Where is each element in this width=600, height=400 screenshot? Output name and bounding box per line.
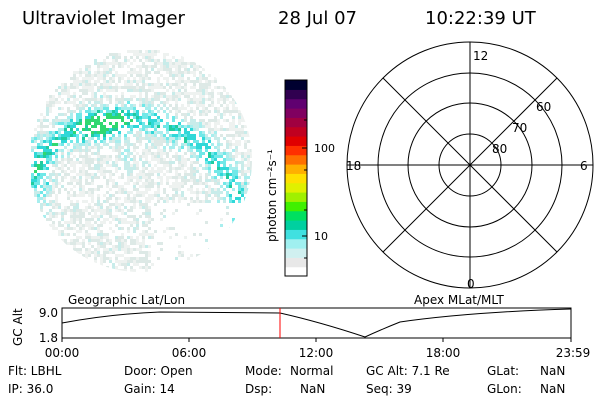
colorbar-cell xyxy=(285,210,307,221)
dsp-label: Dsp: xyxy=(245,382,273,396)
geo-coord-label: Geographic Lat/Lon xyxy=(68,293,185,307)
image-date: 28 Jul 07 xyxy=(278,8,357,29)
dsp-value: NaN xyxy=(300,382,326,396)
glon-value: NaN xyxy=(540,382,566,396)
mlt-label-12: 12 xyxy=(473,49,488,63)
x-tick-2359: 23:59 xyxy=(556,346,591,360)
colorbar-cell xyxy=(285,98,307,109)
uv-pixels xyxy=(31,50,252,272)
glat-label: GLat: xyxy=(487,364,520,378)
colorbar-cell xyxy=(285,257,307,268)
apex-coord-label: Apex MLat/MLT xyxy=(414,293,504,307)
polar-labels: 12 18 6 0 60 70 80 xyxy=(346,49,588,291)
colorbar-scale xyxy=(285,80,307,277)
colorbar-cell xyxy=(285,145,307,156)
colorbar-cell xyxy=(285,80,307,90)
colorbar-cell xyxy=(285,173,307,184)
x-tick-0000: 00:00 xyxy=(45,346,80,360)
colorbar-cell xyxy=(285,229,307,240)
door-status: Door: Open xyxy=(124,364,193,378)
x-tick-1800: 18:00 xyxy=(426,346,461,360)
gc-alt-value: GC Alt: 7.1 Re xyxy=(366,364,450,378)
mode-label: Mode: xyxy=(245,364,282,378)
uv-image xyxy=(30,50,252,272)
colorbar-cell xyxy=(285,117,307,128)
colorbar-cell xyxy=(285,201,307,212)
colorbar-cell xyxy=(285,136,307,146)
lat-label-70: 70 xyxy=(512,121,527,135)
x-tick-1200: 12:00 xyxy=(299,346,334,360)
colorbar: 100 10 photon cm⁻²s⁻¹ xyxy=(265,79,335,277)
app-title: Ultraviolet Imager xyxy=(22,8,185,29)
lat-label-80: 80 xyxy=(492,142,507,156)
colorbar-cell xyxy=(285,248,307,258)
orbit-timeline: Geographic Lat/Lon Apex MLat/MLT 9.0 1.8… xyxy=(11,293,590,360)
glat-value: NaN xyxy=(540,364,566,378)
mlt-label-0: 0 xyxy=(467,277,475,291)
mlt-label-18: 18 xyxy=(346,159,361,173)
glon-label: GLon: xyxy=(487,382,522,396)
colorbar-cell xyxy=(285,164,307,174)
colorbar-cell xyxy=(285,182,307,193)
colorbar-cell xyxy=(285,266,307,277)
y-tick-1.8: 1.8 xyxy=(39,331,58,345)
gain-value: Gain: 14 xyxy=(124,382,175,396)
colorbar-cell xyxy=(285,126,307,137)
colorbar-cell xyxy=(285,89,307,100)
colorbar-cell xyxy=(285,238,307,249)
mode-value: Normal xyxy=(290,364,334,378)
y-tick-9: 9.0 xyxy=(39,306,58,320)
polar-grid xyxy=(346,41,594,289)
colorbar-cell xyxy=(285,154,307,165)
ip-value: IP: 36.0 xyxy=(8,382,54,396)
colorbar-cell xyxy=(285,108,307,118)
seq-value: Seq: 39 xyxy=(366,382,412,396)
y-axis-label: GC Alt xyxy=(11,308,25,346)
altitude-curve xyxy=(61,308,572,338)
colorbar-tick-100: 100 xyxy=(314,142,335,155)
image-time: 10:22:39 UT xyxy=(425,8,536,29)
filter-value: Flt: LBHL xyxy=(8,364,62,378)
colorbar-unit-label: photon cm⁻²s⁻¹ xyxy=(265,149,279,242)
colorbar-cell xyxy=(285,192,307,202)
lat-label-60: 60 xyxy=(536,100,551,114)
colorbar-tick-10: 10 xyxy=(314,230,328,243)
x-tick-0600: 06:00 xyxy=(172,346,207,360)
mlt-label-6: 6 xyxy=(580,159,588,173)
colorbar-cell xyxy=(285,220,307,230)
